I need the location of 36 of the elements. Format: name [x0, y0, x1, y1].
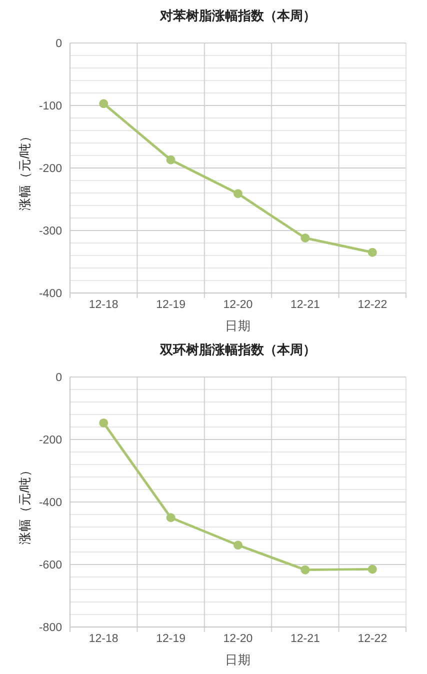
x-tick-label: 12-22 — [358, 633, 388, 645]
y-tick-label: -400 — [38, 497, 62, 509]
point — [368, 564, 377, 574]
y-tick-label: -400 — [38, 288, 62, 300]
x-tick-label: 12-22 — [358, 299, 388, 311]
point — [300, 565, 310, 574]
point — [166, 513, 176, 522]
y-axis-title: 涨幅（元/吨） — [18, 129, 32, 211]
x-tick-label: 12-20 — [223, 633, 253, 645]
point — [99, 418, 108, 428]
y-tick-label: -600 — [38, 560, 62, 572]
x-axis-title: 日期 — [225, 319, 251, 333]
y-tick-label: 0 — [56, 38, 62, 50]
chart-title: 双环树脂涨幅指数（本周） — [159, 342, 316, 357]
y-tick-label: 0 — [56, 372, 62, 384]
x-tick-label: 12-21 — [290, 633, 320, 645]
x-axis-title: 日期 — [225, 653, 251, 667]
point — [99, 99, 108, 108]
y-axis-title: 涨幅（元/吨） — [18, 463, 32, 545]
point — [368, 248, 377, 257]
x-tick-label: 12-19 — [156, 299, 186, 311]
x-tick-label: 12-18 — [88, 633, 118, 645]
y-tick-label: -200 — [38, 434, 62, 446]
x-tick-label: 12-20 — [223, 299, 253, 311]
y-tick-label: -200 — [38, 163, 62, 175]
x-tick-label: 12-21 — [290, 299, 320, 311]
y-tick-label: -800 — [38, 622, 62, 634]
x-tick-label: 12-18 — [88, 299, 118, 311]
y-tick-label: -100 — [38, 100, 62, 112]
y-tick-label: -300 — [38, 226, 62, 238]
point — [234, 540, 242, 550]
point — [166, 155, 176, 164]
x-tick-label: 12-19 — [156, 633, 186, 645]
chart-title: 对苯树脂涨幅指数（本周） — [159, 8, 316, 23]
point — [234, 189, 242, 198]
point — [300, 234, 310, 242]
